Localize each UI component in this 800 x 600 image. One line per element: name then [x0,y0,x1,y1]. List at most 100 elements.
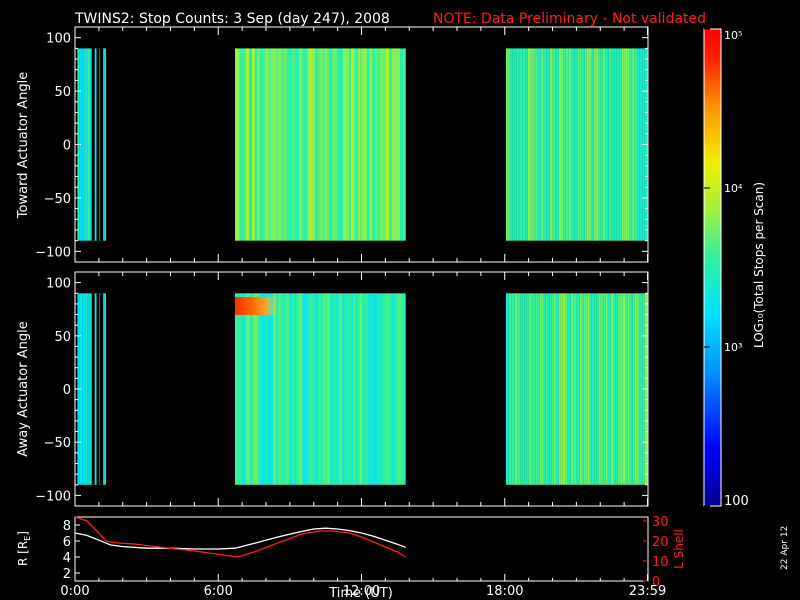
p1-ytick-label: 0 [63,139,71,154]
p2-data-stripe [398,293,401,485]
p2-data-stripe [594,293,597,485]
p1-data-stripe [574,48,578,241]
p1-data-stripe [325,48,327,241]
date-stamp: 22 Apr 12 [780,526,790,570]
p2-data-stripe [583,293,586,485]
p1-data-stripe [571,48,575,241]
p2-data-stripe [273,293,276,485]
p1-data-stripe [519,48,523,241]
p2-data-stripe [94,293,98,485]
p1-data-stripe [360,48,362,241]
p3-ytick-left-label: 2 [63,567,71,582]
p2-data-stripe [82,293,86,485]
p2-data-stripe [615,293,618,485]
p2-data-stripe [252,293,254,485]
panel-toward-actuator: 100 50 0 −50 −100 Toward Actuator Angle [16,26,649,263]
p2-data-stripe [362,293,364,485]
p1-data-stripe [540,48,544,241]
p2-data-stripe [603,293,606,485]
p1-data-stripe [543,48,547,241]
panel-2-axes: 100 50 0 −50 −100 [35,272,649,506]
p1-data-stripe [619,48,622,241]
p2-data-stripe [349,293,351,485]
p1-data-stripe [320,48,323,241]
p2-hotspot [235,297,278,315]
p2-data-stripe [267,293,270,485]
p1-data-stripe [340,48,343,241]
p1-data-stripe [639,48,643,241]
p1-data-stripe [277,48,279,241]
p1-data-stripe [292,48,294,241]
p3-ytick-left-label: 6 [63,535,71,550]
p2-data-stripe [360,293,362,485]
p2-data-stripe [383,293,386,485]
panel-3-xlabel: Time (UT) [328,586,393,600]
colorbar-label: LOG₁₀(Total Stops per Scan) [752,182,766,348]
p2-data-stripe [238,293,241,485]
p1-data-stripe [327,48,329,241]
panel-3-ylabel-left: R [RE] [16,531,32,566]
p2-data-stripe [535,293,538,485]
p3-xtick-label: 6:00 [204,584,233,599]
chart-title: TWINS2: Stop Counts: 3 Sep (day 247), 20… [74,11,390,27]
p1-data-stripe [613,48,617,241]
p1-data-stripe [349,48,351,241]
panel-2-heatmap [77,293,648,485]
p2-data-stripe [321,293,323,485]
p2-data-stripe [247,293,250,485]
p1-ytick-label: −100 [35,245,71,260]
p2-data-stripe [302,293,304,485]
colorbar-tick-label: 100 [724,494,749,509]
p3-xtick-label: 12:00 [343,584,380,599]
p2-data-stripe [87,293,90,485]
p1-data-stripe [629,48,632,241]
p1-data-stripe [400,48,403,241]
p1-data-stripe [302,48,304,241]
p1-data-stripe [514,48,517,241]
p1-data-stripe [312,48,315,241]
p2-data-stripe [551,293,554,485]
p1-data-stripe [389,48,392,241]
p1-data-stripe [343,48,346,241]
p2-data-stripe [625,293,628,485]
p1-data-stripe [611,48,614,241]
p1-data-stripe [252,48,255,241]
p2-data-stripe [639,293,643,485]
p1-data-stripe [631,48,635,241]
p1-data-stripe [82,48,85,241]
p1-ytick-label: 100 [46,32,71,47]
p2-data-stripe [307,293,309,485]
p2-data-stripe [312,293,314,485]
p1-data-stripe [525,48,528,241]
p1-data-stripe [294,48,296,241]
p1-data-stripe [386,48,389,241]
p2-data-stripe [235,293,238,485]
p1-data-stripe [378,48,380,241]
p1-data-stripe [87,48,91,241]
p2-data-stripe [539,293,542,485]
p2-data-stripe [610,293,614,485]
p2-data-stripe [632,293,635,485]
p1-data-stripe [240,48,243,241]
p2-data-stripe [374,293,377,485]
p1-data-stripe [600,48,603,241]
p3-ytick-right-label: 20 [652,535,669,550]
panel-1-axes: 100 50 0 −50 −100 [35,27,649,262]
p2-data-stripe [347,293,349,485]
p2-data-stripe [589,293,592,485]
p1-data-stripe [555,48,559,241]
p2-data-stripe [85,293,88,485]
p1-data-stripe [299,48,302,241]
p2-data-stripe [342,293,344,485]
p2-data-stripe [517,293,521,485]
p2-data-stripe [259,293,262,485]
p1-data-stripe [337,48,340,241]
panel-1-ylabel: Toward Actuator Angle [16,72,31,219]
p1-data-stripe [512,48,515,241]
p2-data-stripe [591,293,595,485]
p2-data-stripe [289,293,292,485]
p1-data-stripe [249,48,252,241]
p1-data-stripe [255,48,257,241]
